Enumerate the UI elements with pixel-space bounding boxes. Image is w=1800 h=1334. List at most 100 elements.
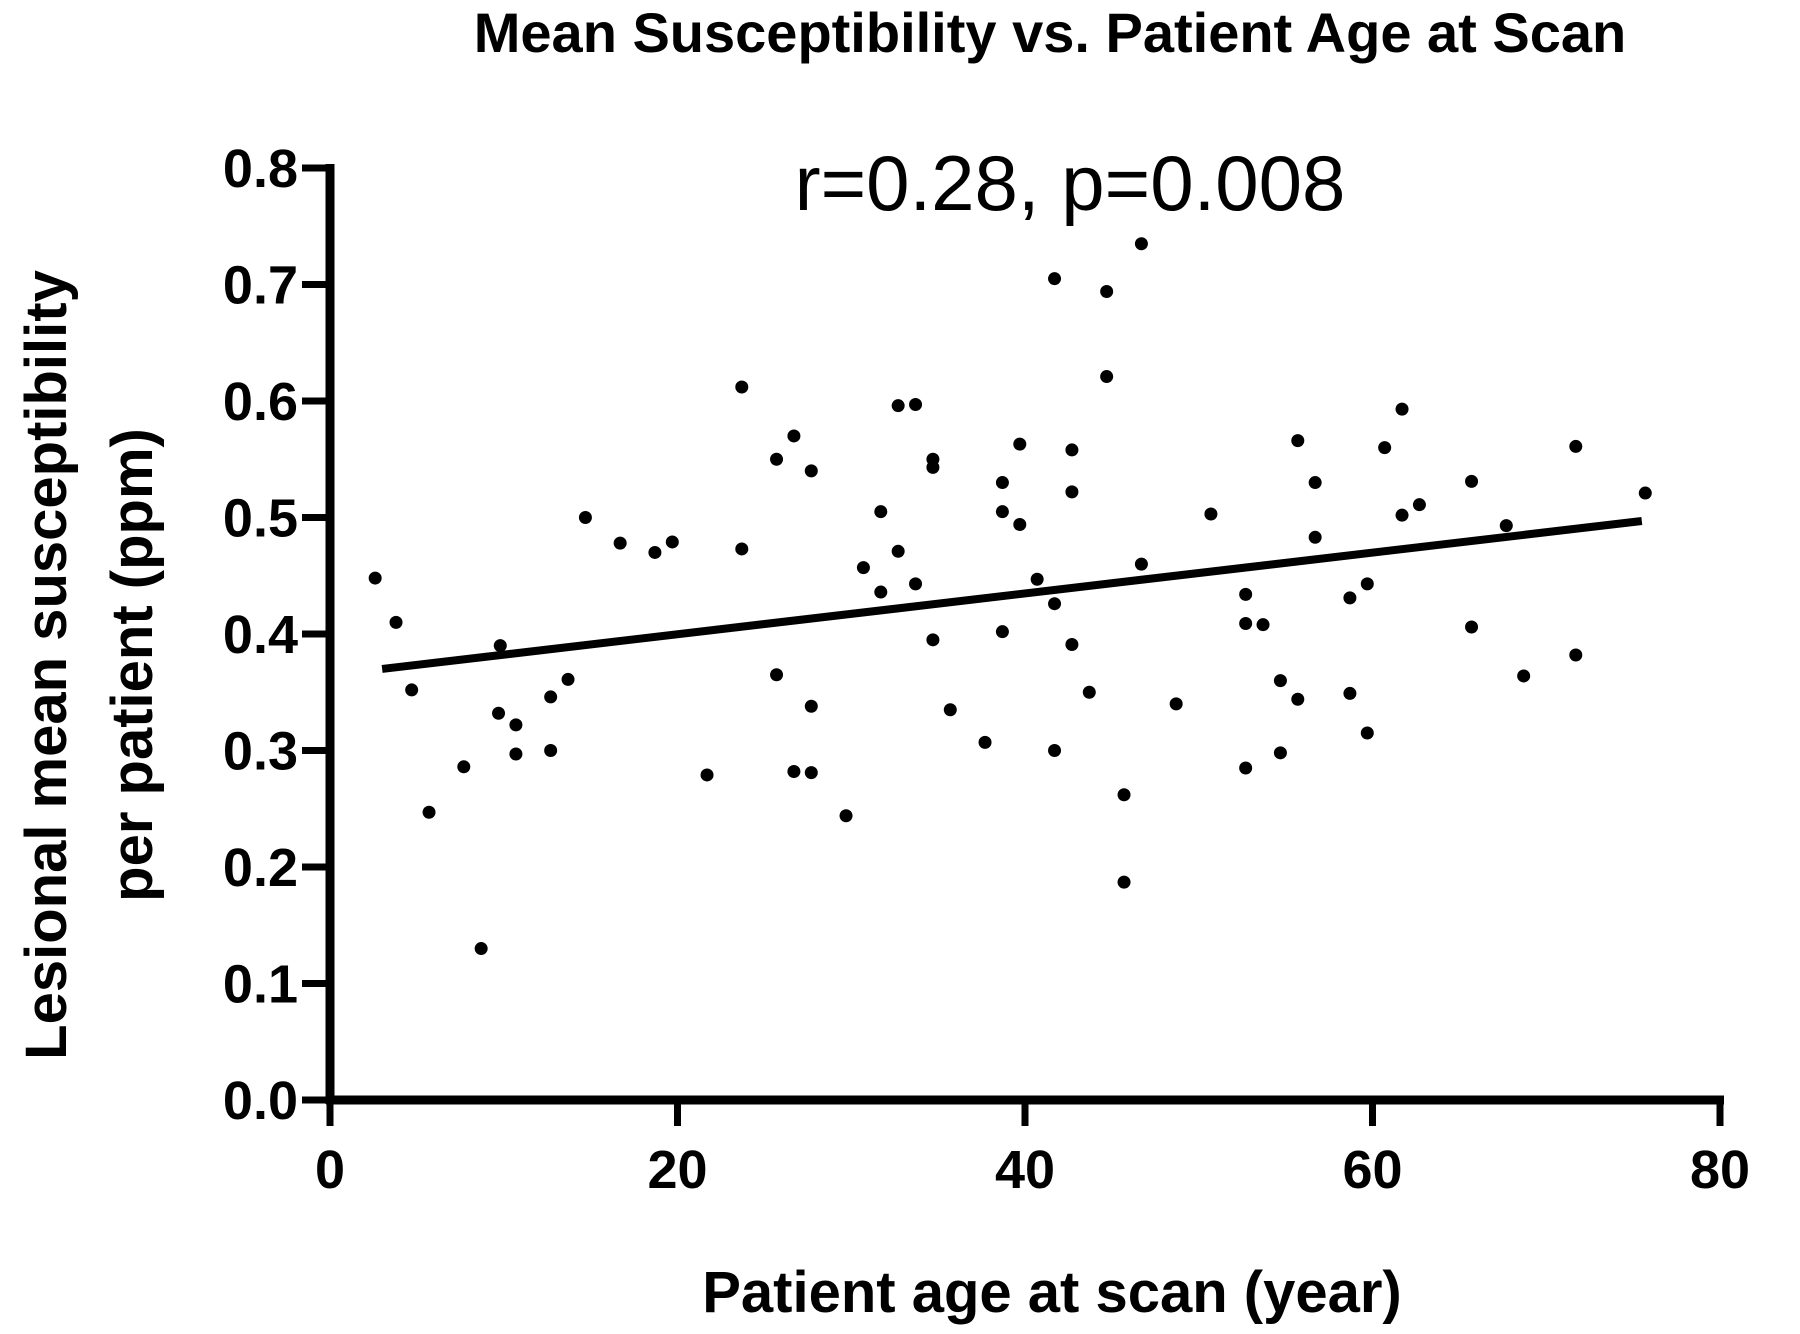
- data-point: [735, 542, 749, 556]
- data-point: [978, 735, 992, 749]
- data-point: [1082, 685, 1096, 699]
- data-point: [544, 744, 558, 757]
- y-tick-label: 0.8: [223, 139, 298, 199]
- data-point: [804, 699, 818, 713]
- data-point: [735, 380, 749, 394]
- data-point: [874, 585, 888, 599]
- y-tick-label: 0.4: [223, 605, 298, 665]
- data-point: [995, 625, 1009, 639]
- data-point: [1569, 648, 1583, 662]
- data-point: [787, 764, 801, 778]
- data-point: [1030, 572, 1044, 586]
- data-point: [1273, 746, 1287, 760]
- y-tick-label: 0.5: [223, 489, 298, 549]
- data-point: [368, 571, 382, 585]
- data-point: [1395, 508, 1409, 522]
- data-point: [926, 460, 940, 474]
- y-axis-label-line-1: Lesional mean susceptibility: [14, 270, 79, 1060]
- data-point: [856, 561, 870, 575]
- data-point: [1134, 237, 1148, 251]
- x-tick-label: 60: [1342, 1140, 1402, 1200]
- x-tick-label: 20: [647, 1140, 707, 1200]
- data-point: [1517, 669, 1531, 683]
- data-point: [1499, 519, 1513, 533]
- data-point: [1378, 441, 1392, 455]
- y-tick-label: 0.3: [223, 722, 298, 782]
- axes: [325, 164, 1724, 1105]
- data-point: [1048, 272, 1062, 286]
- data-point: [770, 452, 784, 466]
- data-point: [1048, 744, 1062, 757]
- data-point: [422, 805, 436, 819]
- data-point: [457, 760, 471, 774]
- data-point: [578, 511, 592, 524]
- data-point: [1291, 434, 1305, 448]
- data-point: [1100, 284, 1114, 298]
- x-tick-label: 0: [315, 1140, 345, 1200]
- data-point: [1308, 476, 1322, 490]
- data-point: [891, 399, 905, 413]
- data-point: [492, 706, 506, 720]
- x-tick-label: 40: [995, 1140, 1055, 1200]
- data-point: [1308, 530, 1322, 544]
- data-point: [1395, 402, 1409, 416]
- data-point: [665, 535, 679, 549]
- data-point: [509, 747, 523, 761]
- data-point: [909, 397, 923, 411]
- data-point: [509, 718, 523, 732]
- y-tick-label: 0.7: [223, 256, 298, 316]
- ticks: 0.0 0.1 0.2 0.3 0.4 0.5 0.6 0.7 0.8 0 20 40 60 80: [223, 139, 1750, 1200]
- data-point: [1273, 674, 1287, 688]
- data-point: [995, 505, 1009, 519]
- data-point: [405, 683, 419, 697]
- data-point: [561, 672, 575, 686]
- y-tick-label: 0.2: [223, 838, 298, 898]
- data-point: [995, 476, 1009, 490]
- data-point: [1065, 443, 1079, 457]
- data-point: [1065, 637, 1079, 651]
- data-point: [943, 703, 957, 717]
- data-point: [1638, 486, 1652, 500]
- x-tick-label: 80: [1690, 1140, 1750, 1200]
- data-point: [770, 668, 784, 682]
- correlation-annotation: r=0.28, p=0.008: [795, 139, 1346, 227]
- y-tick-label: 0.6: [223, 372, 298, 432]
- data-point: [909, 577, 923, 591]
- data-point: [1291, 692, 1305, 706]
- data-point: [700, 768, 714, 782]
- data-point: [874, 505, 888, 519]
- data-point: [1569, 439, 1583, 453]
- data-point: [839, 809, 853, 823]
- data-point: [1239, 761, 1253, 775]
- data-point: [1256, 618, 1270, 632]
- data-point: [648, 545, 662, 559]
- data-point: [1134, 557, 1148, 571]
- data-points: [368, 237, 1652, 956]
- data-point: [1360, 726, 1374, 740]
- data-point: [804, 464, 818, 478]
- data-point: [1239, 617, 1253, 631]
- data-point: [1360, 577, 1374, 591]
- data-point: [474, 942, 488, 956]
- data-point: [389, 615, 403, 629]
- data-point: [1343, 686, 1357, 700]
- chart-title: Mean Susceptibility vs. Patient Age at S…: [474, 1, 1626, 64]
- data-point: [1169, 697, 1183, 711]
- data-point: [1065, 485, 1079, 499]
- data-point: [1048, 597, 1062, 611]
- y-axis-label: Lesional mean susceptibility per patient…: [14, 270, 165, 1060]
- data-point: [1239, 587, 1253, 601]
- data-point: [613, 536, 627, 550]
- regression-line: [381, 517, 1643, 673]
- data-point: [787, 429, 801, 443]
- x-axis-label: Patient age at scan (year): [702, 1260, 1402, 1325]
- data-point: [1465, 620, 1479, 634]
- data-point: [1013, 517, 1027, 531]
- data-point: [1343, 591, 1357, 605]
- data-point: [926, 633, 940, 647]
- data-point: [544, 690, 558, 704]
- data-point: [1465, 474, 1479, 488]
- data-point: [1100, 370, 1114, 384]
